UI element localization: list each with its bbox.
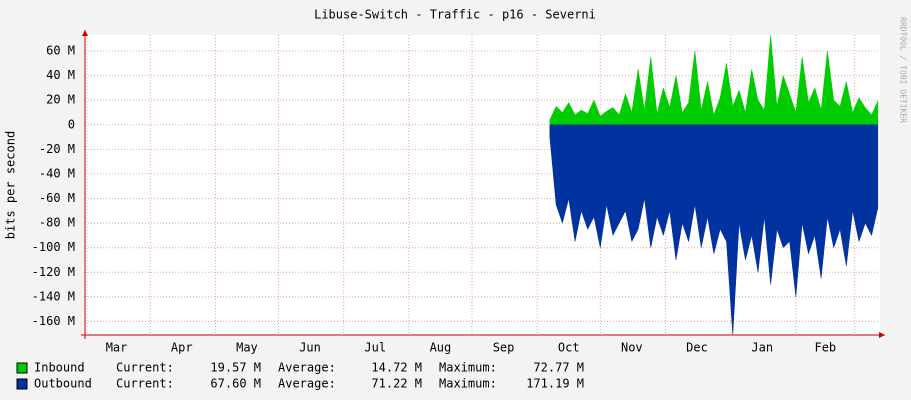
grid: 60 M 40 M 20 M 0 -20 M -40 M -60 M -80 M -100 M -… (32, 35, 880, 355)
stat-label: Current: (116, 361, 174, 375)
x-tick-label: Jul (364, 341, 386, 355)
area (549, 35, 879, 126)
stat-value: 67.60 M (210, 377, 261, 391)
area (549, 124, 879, 336)
x-tick-label: Mar (106, 341, 128, 355)
y-tick-label: -20 M (39, 142, 75, 156)
areas (549, 35, 879, 336)
stat-label: Maximum: (439, 361, 497, 375)
legend: Inbound Current: 19.57 M Average: 14.72 M Max… (16, 361, 584, 391)
stat-value: 71.22 M (371, 377, 422, 391)
stat-label: Average: (278, 377, 336, 391)
legend-label: Outbound (34, 377, 92, 391)
stat-value: 14.72 M (371, 361, 422, 375)
stat-value: 19.57 M (210, 361, 261, 375)
y-axis-label: bits per second (4, 131, 18, 239)
y-tick-label: -60 M (39, 191, 75, 205)
x-tick-label: Apr (171, 341, 193, 355)
stat-value: 72.77 M (533, 361, 584, 375)
x-tick-label: Oct (558, 341, 580, 355)
axes (81, 30, 885, 339)
y-axis-arrow (82, 30, 88, 36)
y-tick-label: 20 M (46, 93, 75, 107)
y-tick-label: 0 (68, 117, 75, 131)
x-tick-label: May (236, 341, 258, 355)
y-tick-label: 60 M (46, 43, 75, 57)
x-tick-label: Jun (299, 341, 321, 355)
stat-label: Current: (116, 377, 174, 391)
y-tick-label: -100 M (32, 240, 75, 254)
x-axis-arrow (879, 332, 885, 338)
y-tick-label: -140 M (32, 289, 75, 303)
x-tick-label: Feb (814, 341, 836, 355)
stat-label: Average: (278, 361, 336, 375)
stat-label: Maximum: (439, 377, 497, 391)
legend-label: Inbound (34, 361, 85, 375)
stat-value: 171.19 M (526, 377, 584, 391)
y-tick-label: -160 M (32, 314, 75, 328)
legend-swatch (16, 362, 28, 374)
legend-swatch (16, 378, 28, 390)
x-tick-label: Jan (751, 341, 773, 355)
watermark: RRDTOOL / TOBI OETIKER (899, 17, 908, 123)
x-tick-label: Sep (493, 341, 515, 355)
x-tick-label: Nov (621, 341, 643, 355)
y-tick-label: -120 M (32, 265, 75, 279)
y-tick-label: -40 M (39, 166, 75, 180)
y-tick-label: 40 M (46, 68, 75, 82)
x-tick-label: Aug (430, 341, 452, 355)
chart-title: Libuse-Switch - Traffic - p16 - Severni (314, 8, 596, 22)
x-tick-label: Dec (686, 341, 708, 355)
y-tick-label: -80 M (39, 216, 75, 230)
